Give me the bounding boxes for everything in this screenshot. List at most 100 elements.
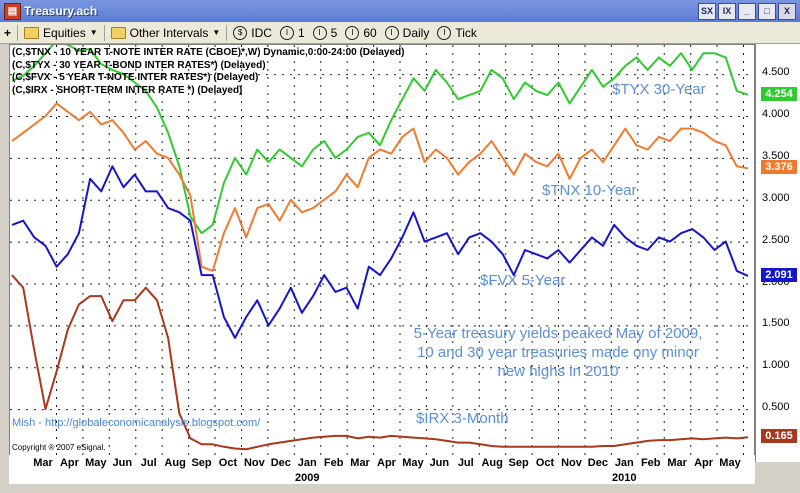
- legend-entry-irx[interactable]: (C,$IRX - SHORT-TERM INTER RATE *) (Dela…: [12, 84, 243, 96]
- grid-dot: [410, 116, 412, 117]
- grid-dot: [584, 165, 586, 167]
- grid-dot: [293, 437, 295, 439]
- grid-dot: [373, 421, 375, 423]
- grid-dot: [178, 283, 180, 285]
- grid-dot: [135, 389, 137, 391]
- legend-entry-tnx[interactable]: (C,$TNX - 10 YEAR T-NOTE INTER RATE (CBO…: [12, 47, 405, 58]
- grid-dot: [130, 283, 132, 285]
- grid-dot: [362, 199, 364, 201]
- grid-dot: [346, 61, 348, 63]
- grid-dot: [298, 74, 300, 76]
- grid-dot: [90, 367, 92, 369]
- grid-dot: [108, 125, 110, 127]
- interval-60-button[interactable]: I 60: [341, 23, 380, 42]
- grid-dot: [706, 199, 708, 201]
- grid-dot: [594, 325, 596, 327]
- x-tick-label: Jun: [429, 457, 450, 469]
- grid-dot: [698, 116, 700, 117]
- interval-label: Daily: [402, 25, 430, 40]
- equities-dropdown[interactable]: Equities ▼: [20, 23, 102, 42]
- grid-dot: [90, 409, 92, 411]
- grid-dot: [161, 301, 163, 303]
- grid-dot: [178, 116, 180, 117]
- grid-dot: [188, 397, 190, 399]
- grid-dot: [82, 453, 84, 455]
- title-bar[interactable]: ▤ Treasury.ach SX IX _ □ X: [0, 0, 800, 23]
- grid-dot: [154, 199, 156, 201]
- legend-entry-fvx[interactable]: (C,$FVX - 5 YEAR T-NOTE INTER RATES*) (D…: [12, 72, 259, 83]
- grid-dot: [90, 325, 92, 327]
- grid-dot: [130, 74, 132, 76]
- grid-dot: [26, 325, 28, 327]
- grid-dot: [82, 237, 84, 239]
- grid-dot: [714, 116, 716, 117]
- grid-dot: [584, 429, 586, 431]
- grid-dot: [194, 409, 196, 411]
- legend-entry-tyx[interactable]: (C,$TYX - 30 YEAR T-BOND INTER RATES*) (…: [12, 59, 266, 71]
- grid-dot: [108, 189, 110, 191]
- grid-dot: [637, 277, 639, 279]
- other-intervals-dropdown[interactable]: Other Intervals ▼: [107, 23, 225, 42]
- interval-idc-button[interactable]: $ IDC: [229, 23, 276, 42]
- series-line-fvx[interactable]: [11, 165, 749, 339]
- grid-dot: [214, 445, 216, 447]
- grid-dot: [50, 74, 52, 76]
- grid-dot: [161, 173, 163, 175]
- grid-dot: [210, 283, 212, 285]
- series-line-tyx[interactable]: [11, 45, 749, 235]
- grid-dot: [293, 269, 295, 271]
- interval-tick-button[interactable]: I Tick: [433, 23, 481, 42]
- grid-dot: [170, 74, 172, 76]
- horizontal-scrollbar[interactable]: [9, 484, 755, 493]
- attribution-link[interactable]: Mish - http://globaleconomicanalysis.blo…: [12, 417, 261, 429]
- sx-link-button[interactable]: SX: [698, 3, 716, 20]
- grid-dot: [531, 93, 533, 95]
- grid-dot: [558, 325, 560, 327]
- grid-dot: [690, 61, 692, 63]
- grid-dot: [570, 283, 572, 285]
- price-axis[interactable]: 4.5004.0003.5003.0002.5002.0001.5001.000…: [755, 44, 800, 462]
- grid-dot: [452, 61, 454, 63]
- grid-dot: [626, 157, 628, 159]
- grid-dot: [498, 241, 500, 243]
- grid-dot: [505, 285, 507, 287]
- grid-dot: [743, 45, 744, 47]
- grid-dot: [240, 221, 242, 223]
- grid-dot: [108, 261, 110, 263]
- grid-dot: [399, 125, 401, 127]
- grid-dot: [452, 429, 454, 431]
- grid-dot: [531, 125, 533, 127]
- chart-area[interactable]: (C,$TNX - 10 YEAR T-NOTE INTER RATE (CBO…: [9, 44, 755, 456]
- grid-dot: [558, 365, 560, 367]
- grid-dot: [394, 325, 396, 327]
- grid-dot: [346, 117, 348, 119]
- grid-dot: [434, 409, 436, 411]
- minimize-button[interactable]: _: [738, 3, 756, 20]
- interval-daily-button[interactable]: I Daily: [381, 23, 434, 42]
- grid-dot: [161, 429, 163, 431]
- series-line-irx[interactable]: [11, 274, 749, 451]
- grid-dot: [161, 285, 163, 287]
- grid-dot: [743, 61, 744, 63]
- grid-dot: [240, 181, 242, 183]
- maximize-button[interactable]: □: [758, 3, 776, 20]
- ix-link-button[interactable]: IX: [718, 3, 736, 20]
- grid-dot: [293, 229, 295, 231]
- add-button[interactable]: +: [0, 23, 15, 42]
- grid-dot: [584, 141, 586, 143]
- grid-dot: [722, 74, 724, 76]
- grid-dot: [135, 165, 137, 167]
- grid-dot: [162, 283, 164, 285]
- grid-dot: [56, 245, 57, 247]
- series-line-tnx[interactable]: [11, 102, 749, 272]
- close-button[interactable]: X: [778, 3, 796, 20]
- grid-dot: [98, 241, 100, 243]
- grid-dot: [531, 109, 533, 111]
- grid-dot: [34, 283, 36, 285]
- grid-dot: [410, 241, 412, 243]
- grid-dot: [346, 409, 348, 411]
- grid-dot: [373, 45, 375, 47]
- grid-dot: [170, 367, 172, 369]
